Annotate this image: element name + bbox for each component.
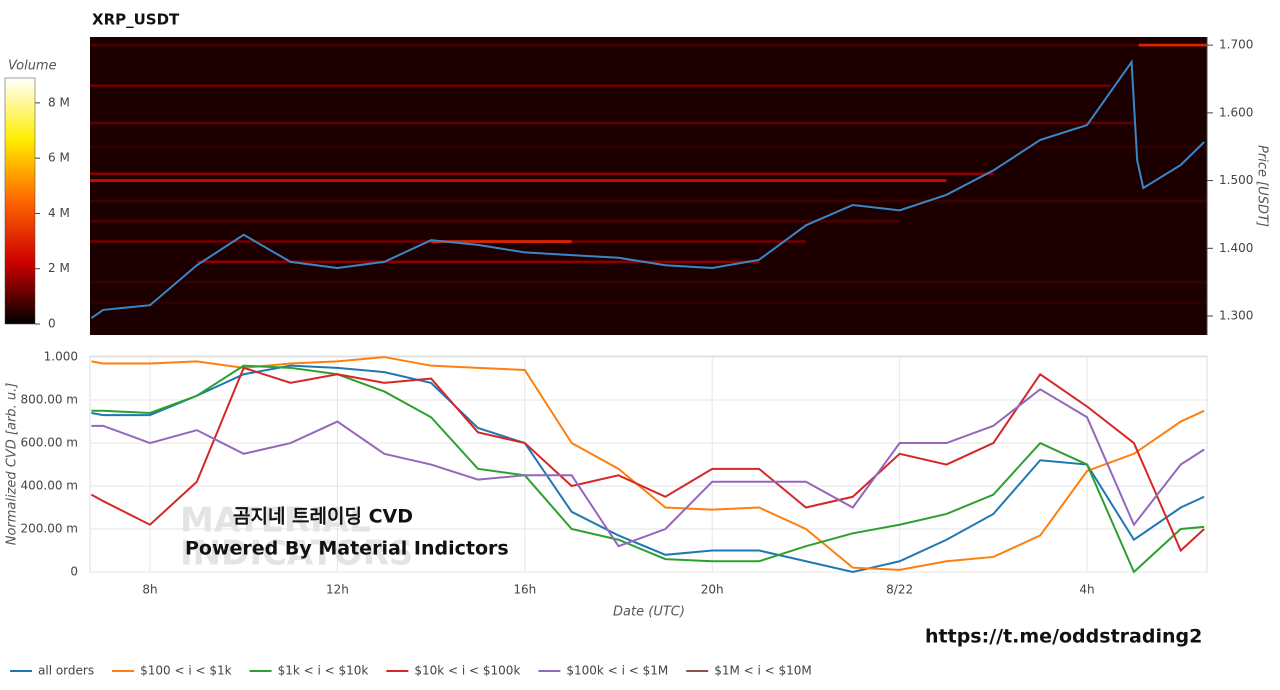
y-tick-label: 1.600 <box>1219 105 1253 119</box>
x-tick-label: 20h <box>701 583 724 597</box>
cvd-line <box>91 388 1205 548</box>
heatmap-cell <box>90 219 900 223</box>
y-tick-label: 800.00 m <box>21 393 79 407</box>
cvd-line <box>91 364 1205 574</box>
x-tick-label: 16h <box>513 583 536 597</box>
legend-label: $100 < i < $1k <box>140 664 232 678</box>
colorbar-tick-label: 0 <box>48 317 56 331</box>
heatmap-cell <box>90 301 1207 304</box>
legend-label: all orders <box>38 664 94 678</box>
heatmap-cell <box>431 240 572 243</box>
y-tick-label: 1.400 <box>1219 241 1253 255</box>
footer-link: https://t.me/oddstrading2 <box>925 626 1202 648</box>
annotation: 곰지네 트레이딩 CVD <box>233 506 413 528</box>
colorbar-tick-label: 4 M <box>48 206 70 220</box>
legend-label: $1k < i < $10k <box>278 664 369 678</box>
heatmap-cell <box>196 260 760 264</box>
y-tick-label: 1.000 <box>44 350 78 364</box>
colorbar-tick-label: 8 M <box>48 95 70 109</box>
colorbar <box>4 77 36 325</box>
cvd-line <box>91 364 1205 574</box>
y-axis-label: Normalized CVD [arb. u.] <box>5 383 20 546</box>
chart-title: XRP_USDT <box>92 11 180 29</box>
heatmap-cell <box>1138 43 1207 47</box>
x-tick-label: 4h <box>1079 583 1094 597</box>
heatmap-background <box>90 37 1207 335</box>
y-tick-label: 600.00 m <box>21 436 79 450</box>
x-tick-label: 12h <box>326 583 349 597</box>
heatmap-cell <box>90 43 1139 47</box>
colorbar-tick-label: 6 M <box>48 151 70 165</box>
heatmap-cell <box>90 280 1207 284</box>
legend-label: $100k < i < $1M <box>566 664 668 678</box>
heatmap-cell <box>90 84 1111 88</box>
x-tick-label: 8/22 <box>886 583 913 597</box>
x-tick-label: 8h <box>142 583 157 597</box>
price-line <box>90 59 1205 319</box>
y-tick-label: 1.300 <box>1219 309 1253 323</box>
annotation: Powered By Material Indictors <box>185 538 509 560</box>
colorbar-label: Volume <box>8 59 57 74</box>
watermark: INDICATORS <box>180 534 413 574</box>
y-tick-label: 1.700 <box>1219 38 1253 52</box>
y-tick-label: 200.00 m <box>21 522 79 536</box>
y-tick-label: 1.500 <box>1219 173 1253 187</box>
watermark: MATERIAL <box>180 501 371 541</box>
heatmap-cell <box>90 199 1207 203</box>
heatmap-cell <box>90 145 1207 149</box>
cvd-line <box>90 366 1205 553</box>
y-tick-label: 0 <box>70 565 78 579</box>
y-axis-label: Price [USDT] <box>1255 145 1270 227</box>
heatmap-cell <box>90 179 947 182</box>
legend-label: $1M < i < $10M <box>714 664 812 678</box>
colorbar-tick-label: 2 M <box>48 261 70 275</box>
x-axis-label: Date (UTC) <box>613 605 685 620</box>
heatmap-cell <box>90 121 1134 125</box>
legend-label: $10k < i < $100k <box>414 664 520 678</box>
cvd-line <box>91 356 1205 571</box>
heatmap-cell <box>90 172 994 176</box>
y-tick-label: 400.00 m <box>21 479 79 493</box>
